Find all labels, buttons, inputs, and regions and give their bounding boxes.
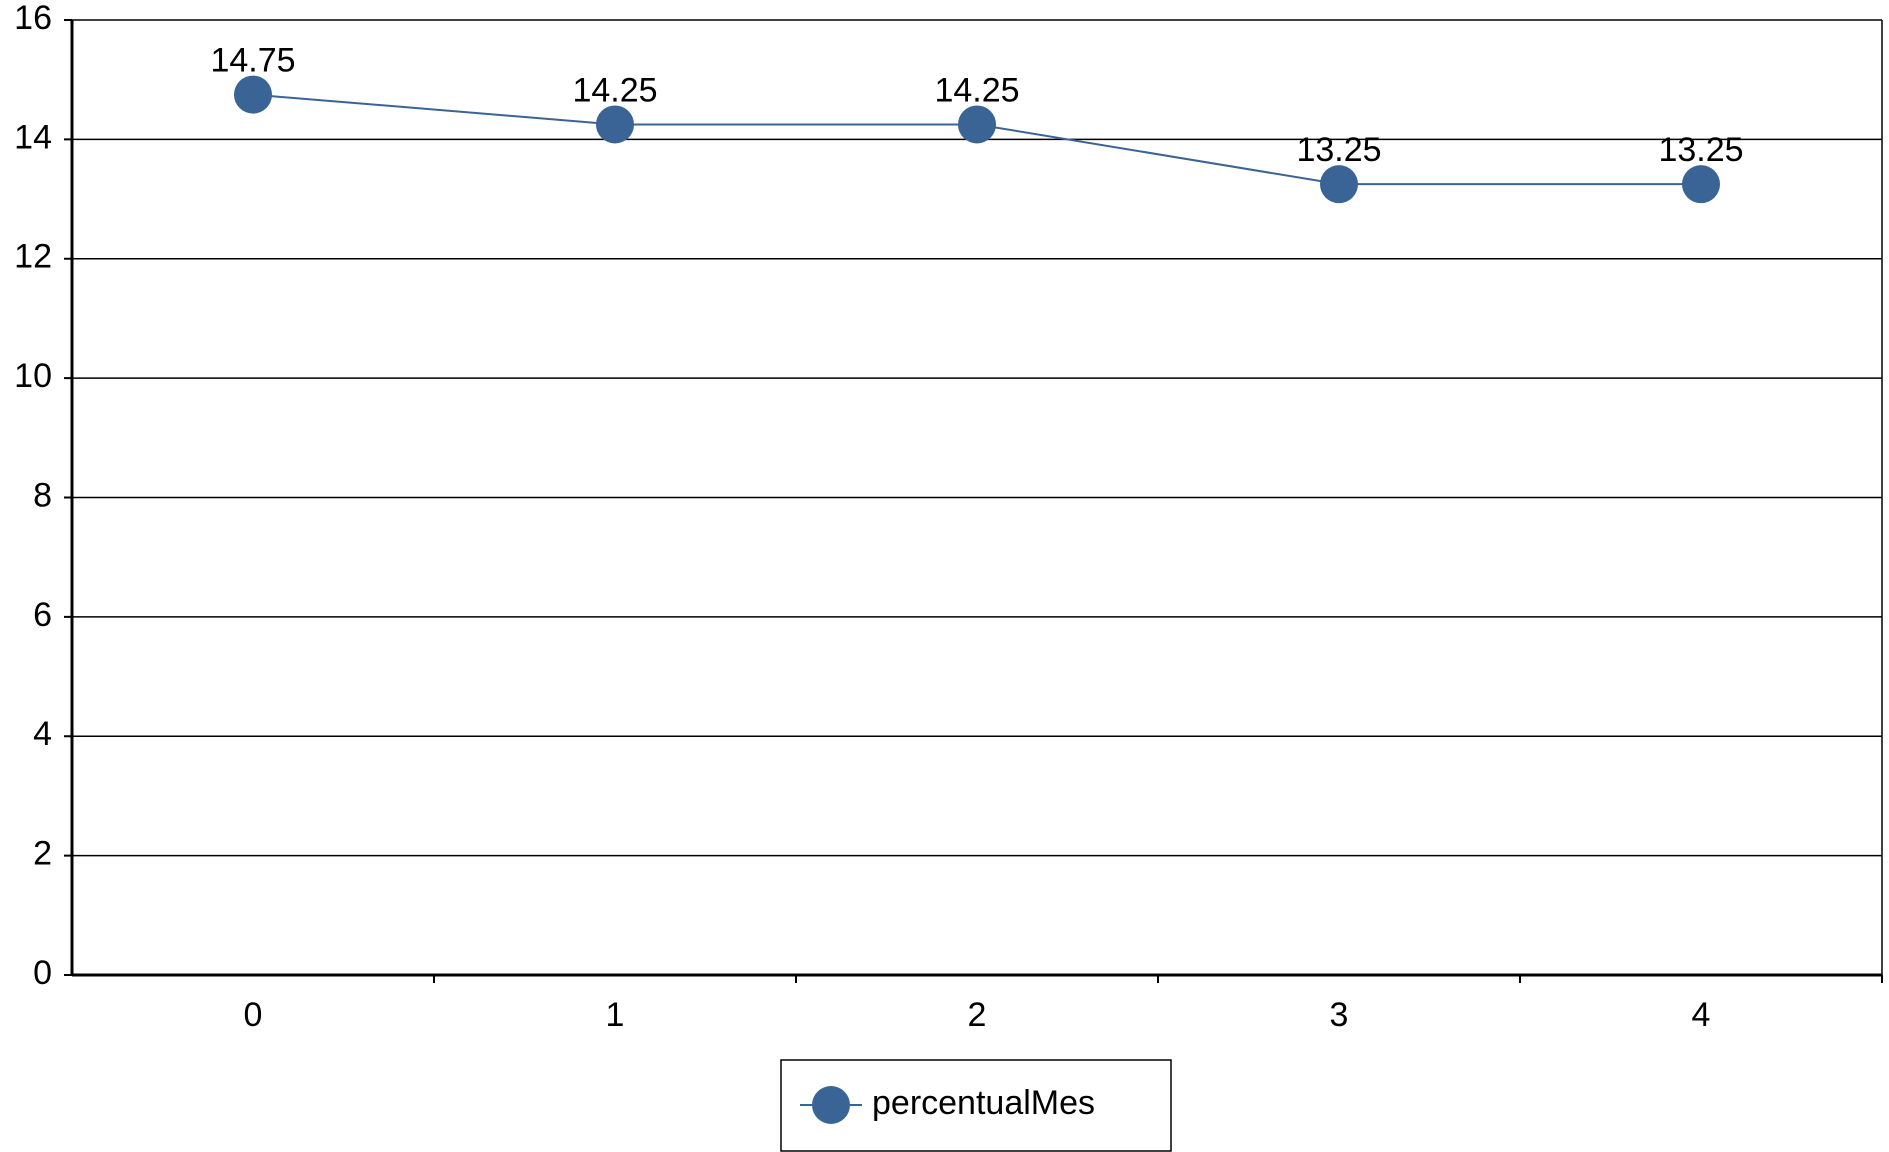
y-tick-label: 14 [14, 118, 52, 156]
data-point [596, 105, 634, 144]
y-tick-label: 16 [14, 0, 52, 37]
y-tick-label: 10 [14, 357, 52, 395]
legend: percentualMes [780, 1059, 1172, 1152]
x-tick-label: 2 [968, 996, 987, 1034]
x-tick-label: 0 [244, 996, 263, 1034]
data-point [1682, 165, 1720, 204]
y-tick-label: 6 [33, 596, 52, 634]
x-tick-label: 1 [606, 996, 625, 1034]
data-label: 14.25 [572, 71, 657, 109]
y-tick-label: 4 [33, 715, 52, 753]
y-tick-label: 8 [33, 476, 52, 514]
data-label: 13.25 [1658, 131, 1743, 169]
data-label: 13.25 [1296, 131, 1381, 169]
y-tick-label: 0 [33, 954, 52, 992]
y-tick-label: 2 [33, 835, 52, 873]
data-point [234, 75, 272, 114]
legend-marker [812, 1086, 850, 1124]
legend-label: percentualMes [872, 1084, 1095, 1122]
data-point [1320, 165, 1358, 204]
x-tick-label: 4 [1692, 996, 1711, 1034]
x-tick-label: 3 [1330, 996, 1349, 1034]
data-point [958, 105, 996, 144]
data-label: 14.75 [210, 42, 295, 80]
data-label: 14.25 [934, 71, 1019, 109]
y-tick-label: 12 [14, 238, 52, 276]
